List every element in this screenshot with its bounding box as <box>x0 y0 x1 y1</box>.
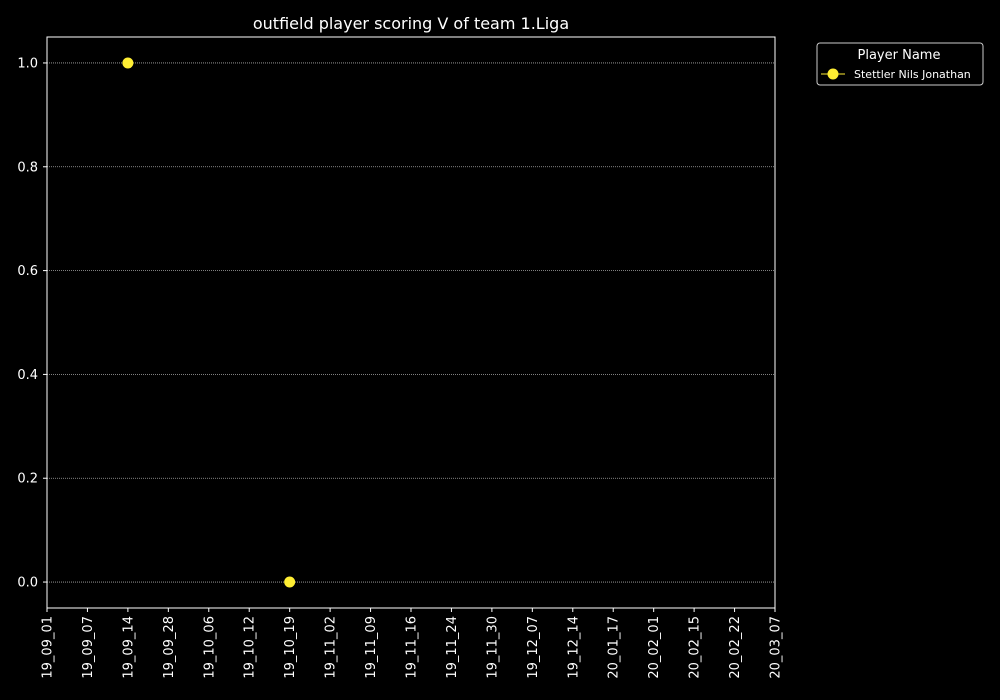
data-point <box>122 57 134 69</box>
x-tick-label: 19_09_07 <box>81 616 96 679</box>
data-points <box>122 57 296 588</box>
x-tick-label: 19_09_14 <box>121 616 136 679</box>
y-tick-label: 0.4 <box>17 368 38 383</box>
y-axis: 0.0 0.2 0.4 0.6 0.8 1.0 <box>17 56 47 591</box>
x-tick-label: 19_11_16 <box>405 616 420 679</box>
y-tick-label: 0.2 <box>17 472 38 487</box>
y-tick-label: 0.0 <box>17 576 38 591</box>
legend-series-marker <box>827 68 839 80</box>
x-tick-label: 19_10_19 <box>283 616 298 679</box>
data-point <box>284 576 296 588</box>
legend: Player Name Stettler Nils Jonathan <box>816 42 984 86</box>
x-tick-label: 20_02_22 <box>728 616 743 679</box>
x-tick-label: 19_12_14 <box>566 616 581 679</box>
x-tick-label: 20_02_15 <box>688 616 703 679</box>
x-tick-label: 19_11_09 <box>364 616 379 679</box>
x-tick-label: 19_11_30 <box>485 616 500 679</box>
x-tick-label: 19_11_24 <box>445 616 460 679</box>
chart-title: outfield player scoring V of team 1.Liga <box>253 14 569 33</box>
x-tick-label: 19_11_02 <box>324 616 339 679</box>
legend-title: Player Name <box>858 48 941 63</box>
legend-box <box>816 42 984 86</box>
y-tick-label: 0.8 <box>17 160 38 175</box>
x-tick-label: 20_03_07 <box>769 616 784 679</box>
y-tick-label: 0.6 <box>17 264 38 279</box>
y-tick-label: 1.0 <box>17 56 38 71</box>
legend-series-label: Stettler Nils Jonathan <box>854 68 971 81</box>
x-tick-label: 20_01_17 <box>607 616 622 679</box>
x-tick-label: 19_09_28 <box>162 616 177 679</box>
x-tick-label: 19_10_12 <box>243 616 258 679</box>
x-tick-label: 20_02_01 <box>647 616 662 679</box>
x-axis: 19_09_01 19_09_07 19_09_14 19_09_28 19_10_06… <box>41 608 784 679</box>
grid-lines <box>47 62 775 583</box>
x-tick-label: 19_10_06 <box>202 616 217 679</box>
x-tick-label: 19_09_01 <box>41 616 56 679</box>
x-tick-label: 19_12_07 <box>526 616 541 679</box>
